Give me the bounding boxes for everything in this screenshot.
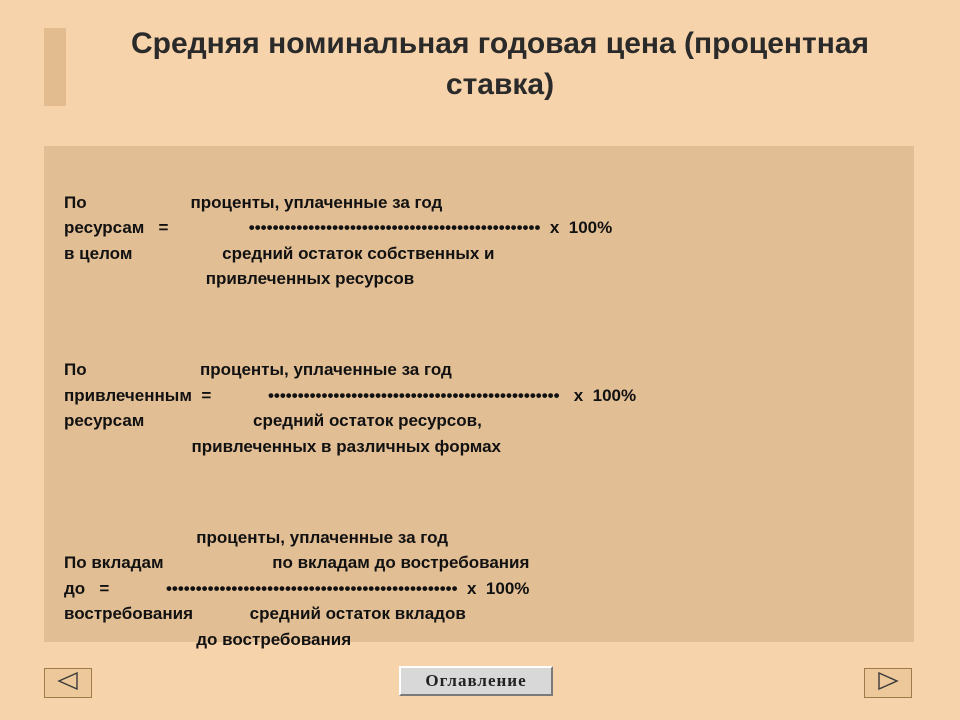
slide-title: Средняя номинальная годовая цена (процен…: [115, 24, 885, 105]
prev-slide-button[interactable]: [44, 668, 92, 698]
f2-line2: привлеченным = •••••••••••••••••••••••••…: [64, 386, 636, 405]
content-panel: По проценты, уплаченные за год ресурсам …: [44, 146, 914, 642]
slide-tab-marker: [44, 28, 66, 106]
triangle-right-icon: [877, 672, 899, 695]
formula-attracted-resources: По проценты, уплаченные за год привлечен…: [64, 332, 894, 460]
f2-line3: ресурсам средний остаток ресурсов,: [64, 411, 482, 430]
f3-line3: востребования средний остаток вкладов: [64, 604, 466, 623]
f1-line4: привлеченных ресурсов: [64, 269, 414, 288]
f3-line2: до = •••••••••••••••••••••••••••••••••••…: [64, 579, 529, 598]
formula-resources-total: По проценты, уплаченные за год ресурсам …: [64, 164, 894, 292]
f2-line1: По проценты, уплаченные за год: [64, 360, 452, 379]
triangle-left-icon: [57, 672, 79, 695]
f3-line1: По вкладам по вкладам до востребования: [64, 553, 529, 572]
next-slide-button[interactable]: [864, 668, 912, 698]
table-of-contents-button[interactable]: Оглавление: [399, 666, 553, 696]
f1-line2: ресурсам = •••••••••••••••••••••••••••••…: [64, 218, 612, 237]
f2-line4: привлеченных в различных формах: [64, 437, 501, 456]
f3-line0: проценты, уплаченные за год: [64, 528, 448, 547]
f1-line3: в целом средний остаток собственных и: [64, 244, 494, 263]
f1-line1: По проценты, уплаченные за год: [64, 193, 442, 212]
f3-line4: до востребования: [64, 630, 351, 649]
formula-demand-deposits: проценты, уплаченные за год По вкладам п…: [64, 499, 894, 652]
